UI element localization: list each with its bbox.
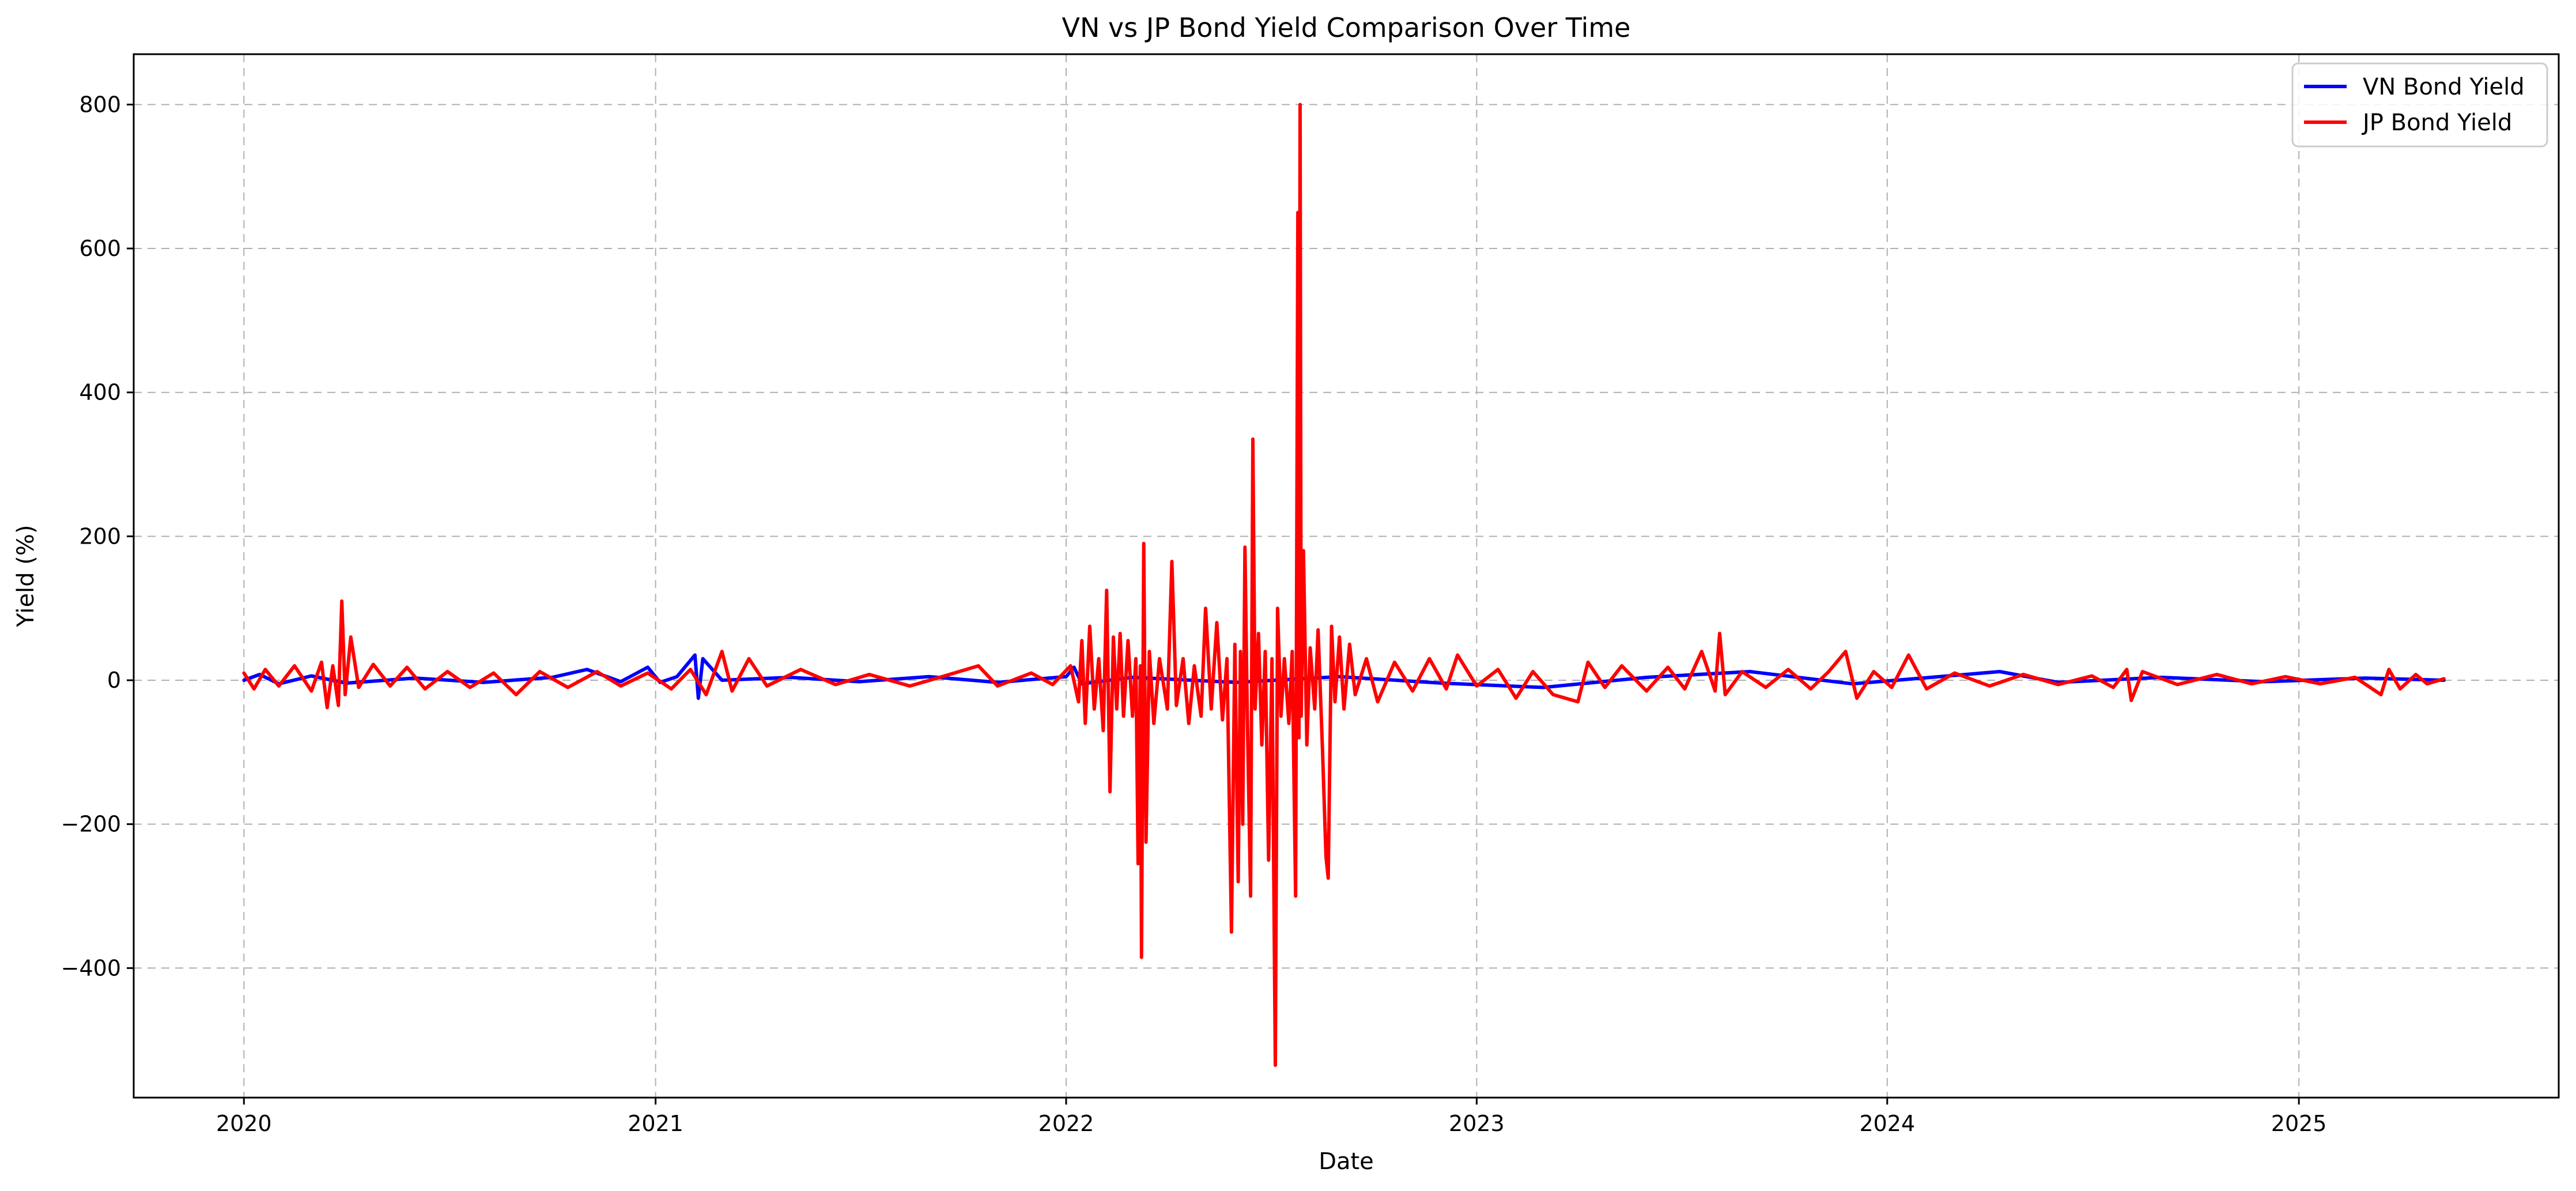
series-layer bbox=[242, 103, 2446, 1067]
x-tick-label: 2022 bbox=[1038, 1111, 1094, 1136]
legend-label: VN Bond Yield bbox=[2363, 74, 2525, 100]
x-tick-label: 2024 bbox=[1859, 1111, 1915, 1136]
plot-frame bbox=[133, 53, 2560, 1099]
x-tick-label: 2023 bbox=[1449, 1111, 1505, 1136]
chart-title: VN vs JP Bond Yield Comparison Over Time bbox=[1062, 12, 1631, 43]
series-line-jp-bond-yield bbox=[242, 103, 2446, 1067]
x-tick-label: 2021 bbox=[628, 1111, 683, 1136]
legend-box bbox=[2291, 62, 2548, 148]
y-tick-label: 400 bbox=[79, 380, 121, 405]
y-tick-label: 200 bbox=[79, 523, 121, 549]
legend-label: JP Bond Yield bbox=[2361, 110, 2512, 136]
x-tick-label: 2020 bbox=[216, 1111, 272, 1136]
y-tick-label: −400 bbox=[61, 955, 121, 981]
y-tick-label: 800 bbox=[79, 92, 121, 117]
x-tick-label: 2025 bbox=[2271, 1111, 2327, 1136]
y-tick-label: 0 bbox=[107, 668, 121, 693]
legend: VN Bond Yield JP Bond Yield bbox=[2291, 62, 2548, 148]
y-tick-label: 600 bbox=[79, 236, 121, 261]
grid-layer bbox=[134, 54, 2559, 1098]
y-tick-label: −200 bbox=[61, 812, 121, 837]
x-axis-label: Date bbox=[1319, 1148, 1374, 1175]
series-line-vn-bond-yield bbox=[242, 653, 2446, 700]
y-axis-label: Yield (%) bbox=[13, 525, 39, 627]
tick-layer: 2020 2021 2022 2023 2024 2025 −400 −200 0 200 400 6… bbox=[61, 92, 2327, 1136]
